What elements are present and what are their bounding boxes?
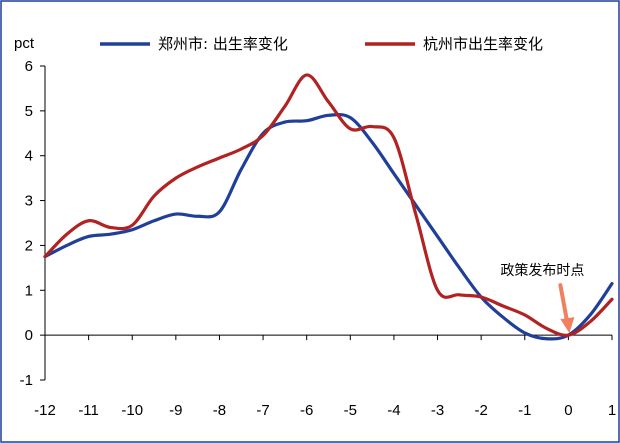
series-line-1 <box>43 112 614 341</box>
x-tick-label: -9 <box>169 402 182 419</box>
y-tick-label: 6 <box>25 58 33 75</box>
legend-label-1: 郑州市: 出生率变化 <box>158 35 288 53</box>
x-tick-label: -11 <box>78 402 99 419</box>
y-tick-label: 0 <box>25 327 33 344</box>
series-layer <box>43 73 614 341</box>
x-tick-label: 0 <box>564 402 572 419</box>
x-tick-label: -3 <box>431 402 444 419</box>
y-tick-label: -1 <box>20 372 33 389</box>
x-tick-label: -12 <box>34 402 56 419</box>
y-tick-label: 4 <box>25 148 33 165</box>
x-tick-label: -7 <box>256 402 269 419</box>
y-tick-label: 1 <box>25 282 33 299</box>
x-tick-label: -6 <box>300 402 313 419</box>
series-line-2 <box>43 73 614 337</box>
legend: 郑州市: 出生率变化 杭州市出生率变化 <box>100 35 543 53</box>
x-tick-label: -2 <box>474 402 487 419</box>
annotation-arrow-head <box>560 317 575 334</box>
annotation-arrow-shaft <box>558 283 570 326</box>
x-tick-label: -10 <box>121 402 143 419</box>
x-tick-label: -8 <box>213 402 226 419</box>
y-tick-label: 3 <box>25 193 33 210</box>
x-tick-label: -5 <box>344 402 357 419</box>
x-tick-label: 1 <box>608 402 616 419</box>
x-tick-label: -1 <box>518 402 531 419</box>
annotation-layer: 政策发布时点 <box>500 262 584 334</box>
y-tick-label: 2 <box>25 237 33 254</box>
y-unit-label: pct <box>14 35 35 52</box>
y-tick-label: 5 <box>25 103 33 120</box>
annotation-label: 政策发布时点 <box>500 262 584 279</box>
legend-label-2: 杭州市出生率变化 <box>423 35 543 53</box>
x-tick-label: -4 <box>387 402 400 419</box>
